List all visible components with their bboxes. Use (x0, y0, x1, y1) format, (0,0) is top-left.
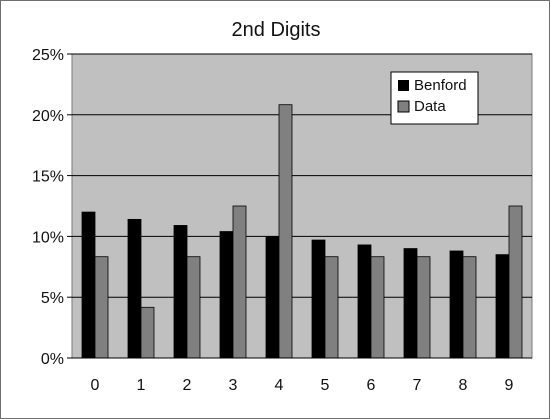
x-tick-label: 7 (413, 377, 422, 394)
bar-benford-8 (449, 250, 464, 359)
y-tick-label: 25% (32, 47, 64, 64)
x-tick-label: 2 (183, 377, 192, 394)
y-tick-label: 5% (41, 290, 64, 307)
chart-title: 2nd Digits (232, 19, 321, 41)
x-tick-label: 1 (137, 377, 146, 394)
bar-data-2 (186, 256, 201, 359)
x-tick-label: 3 (229, 377, 238, 394)
legend-swatch-benford (398, 80, 409, 91)
y-tick-label: 10% (32, 229, 64, 246)
bar-data-1 (140, 306, 155, 359)
bar-benford-6 (357, 244, 372, 359)
x-tick-label: 0 (91, 377, 100, 394)
legend-label-benford: Benford (414, 77, 467, 94)
y-tick-label: 15% (32, 169, 64, 186)
x-tick-label: 4 (275, 377, 284, 394)
bar-benford-1 (127, 218, 142, 359)
bar-data-0 (94, 256, 109, 359)
bar-benford-3 (219, 231, 234, 359)
legend: Benford Data (390, 71, 479, 125)
bar-data-5 (324, 256, 339, 359)
bar-benford-5 (311, 239, 326, 359)
y-tick-label: 0% (41, 351, 64, 368)
y-tick-label: 20% (32, 108, 64, 125)
bar-benford-7 (403, 248, 418, 359)
bar-data-9 (508, 205, 523, 359)
bar-benford-4 (265, 235, 280, 359)
bar-benford-0 (81, 211, 96, 359)
x-tick-label: 6 (367, 377, 376, 394)
bar-data-4 (278, 104, 293, 359)
x-tick-label: 5 (321, 377, 330, 394)
bars (81, 104, 523, 359)
bar-benford-9 (495, 254, 510, 359)
bar-data-6 (370, 256, 385, 359)
legend-label-data: Data (414, 98, 446, 115)
bar-data-3 (232, 205, 247, 359)
x-tick-label: 9 (505, 377, 514, 394)
x-axis-ticks: 0 1 2 3 4 5 6 7 8 9 (91, 377, 514, 394)
x-tick-label: 8 (459, 377, 468, 394)
bar-data-8 (462, 256, 477, 359)
bar-data-7 (416, 256, 431, 359)
legend-swatch-data (397, 100, 410, 113)
y-axis-ticks: 0% 5% 10% 15% 20% 25% (32, 47, 72, 368)
bar-benford-2 (173, 225, 188, 359)
